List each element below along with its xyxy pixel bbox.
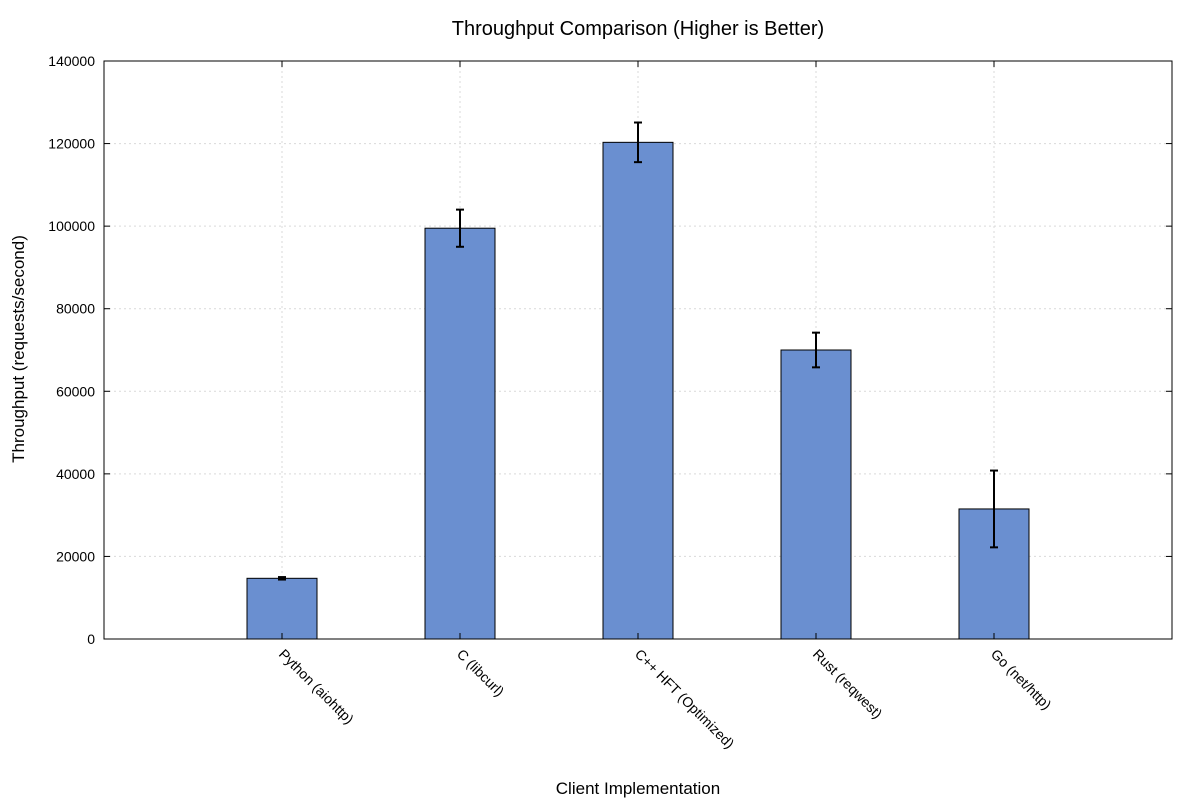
y-tick-label: 100000: [48, 218, 95, 234]
bar: [602, 141, 674, 640]
x-tick-label: Go (net/http): [988, 646, 1055, 713]
y-tick-label: 40000: [56, 466, 95, 482]
y-axis-ticks: 0 20000 40000 60000 80000 100000 120000 140000: [48, 53, 1172, 647]
bars: [246, 141, 1030, 640]
bar: [780, 349, 852, 640]
bar: [424, 227, 496, 640]
y-tick-label: 0: [87, 631, 95, 647]
y-tick-label: 20000: [56, 548, 95, 564]
x-axis-title: Client Implementation: [556, 779, 720, 798]
bar: [246, 577, 318, 640]
y-tick-label: 120000: [48, 136, 95, 152]
y-axis-title: Throughput (requests/second): [9, 235, 28, 463]
x-tick-label: Python (aiohttp): [276, 646, 357, 727]
error-bars: [278, 121, 998, 581]
x-tick-label: C (libcurl): [454, 646, 508, 700]
y-tick-label: 60000: [56, 383, 95, 399]
y-tick-label: 80000: [56, 301, 95, 317]
y-tick-label: 140000: [48, 53, 95, 69]
x-tick-label: Rust (reqwest): [810, 646, 886, 722]
x-tick-label: C++ HFT (Optimized): [632, 646, 738, 752]
chart-title: Throughput Comparison (Higher is Better): [452, 18, 824, 40]
